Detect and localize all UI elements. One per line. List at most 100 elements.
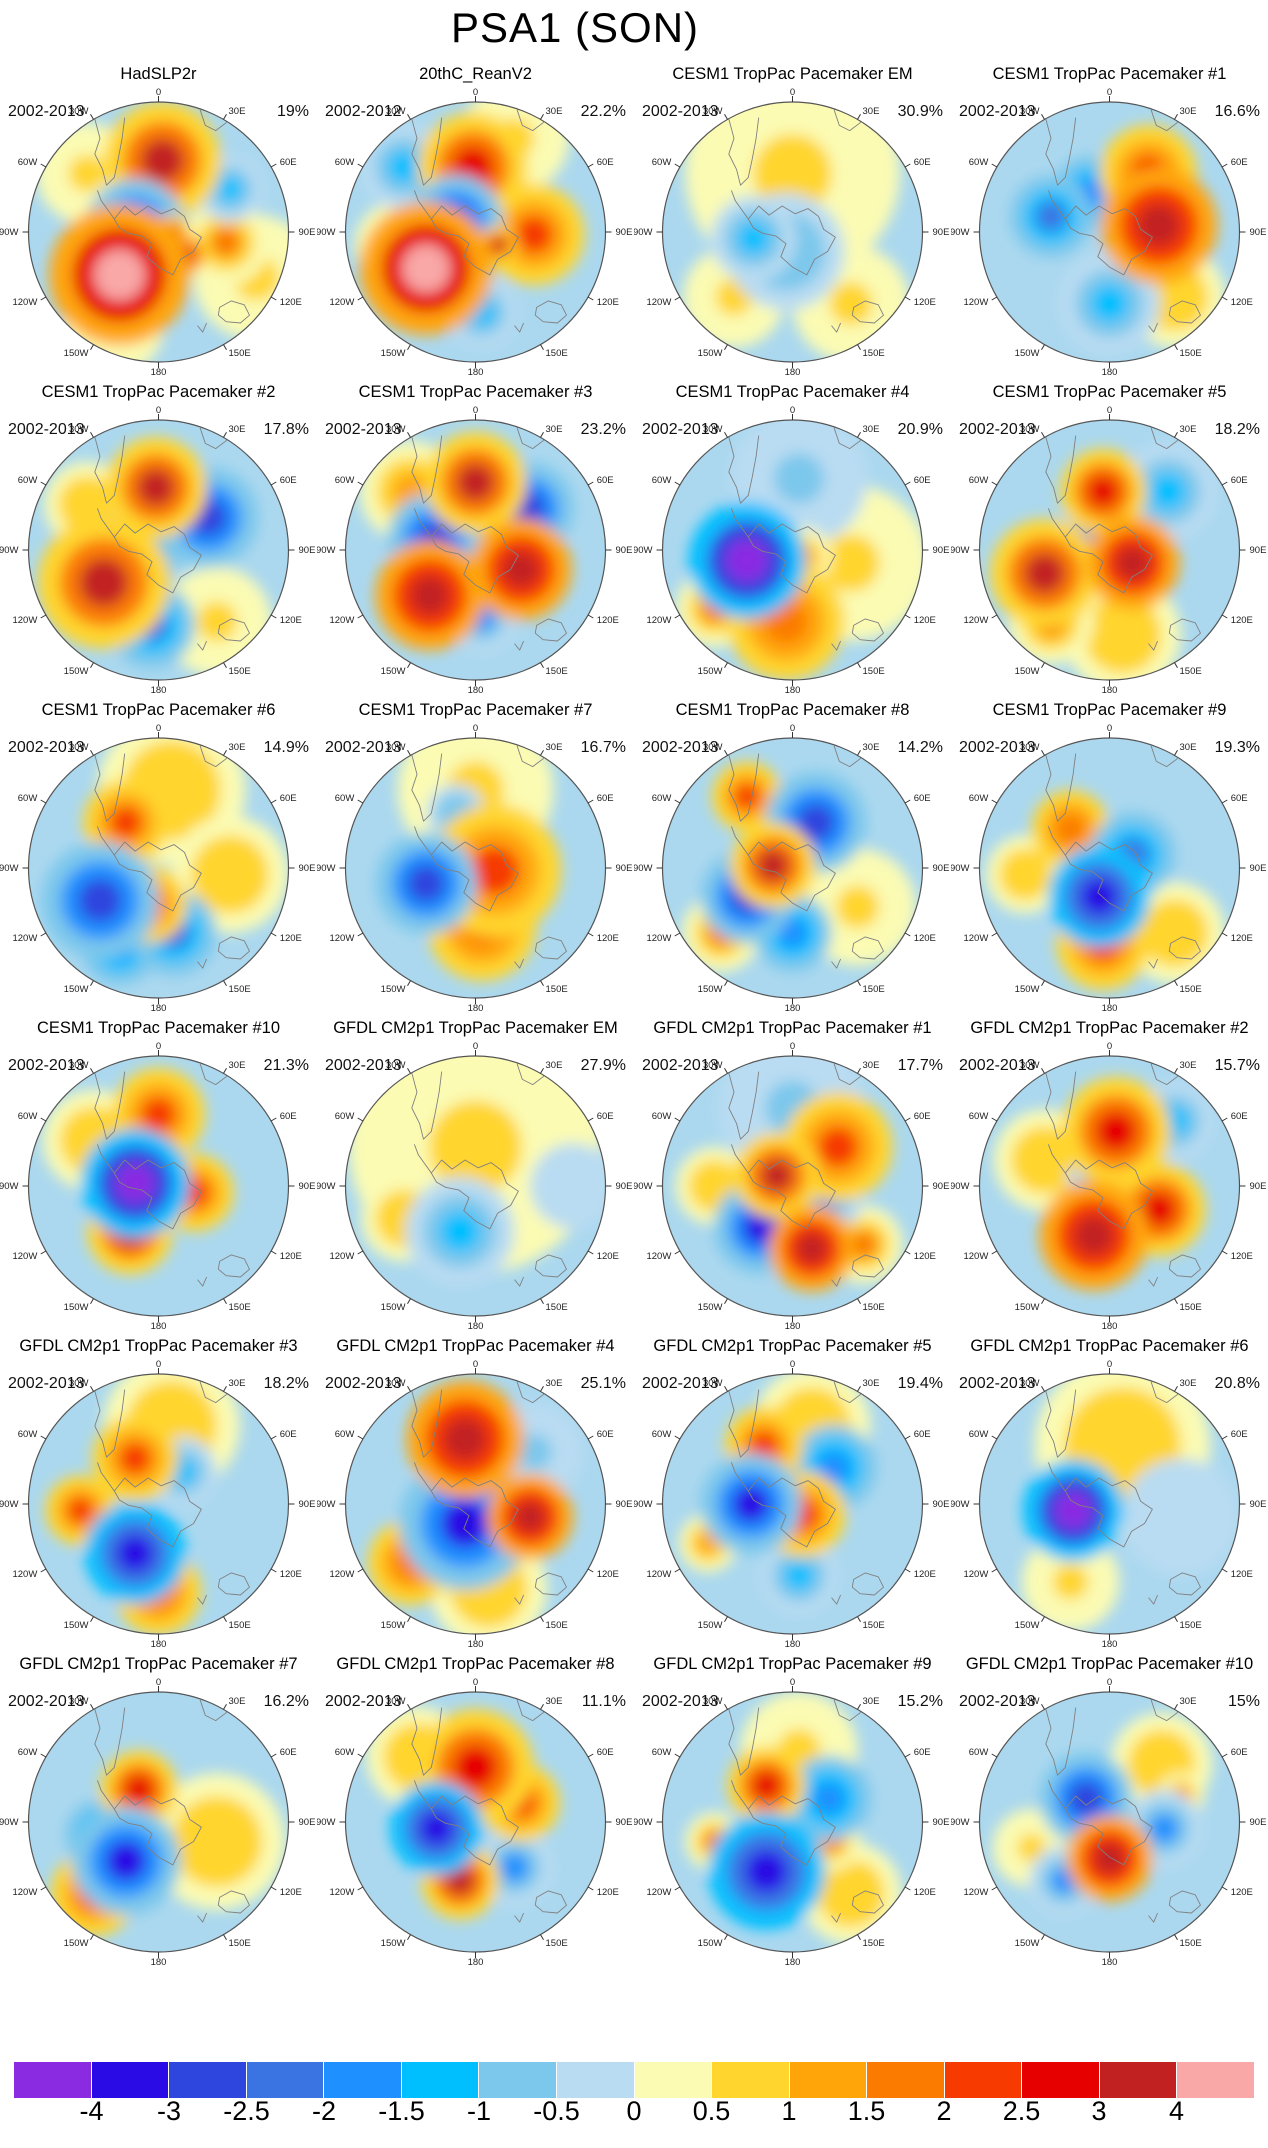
coastline-path: [1168, 1254, 1201, 1278]
panel-title: GFDL CM2p1 TropPac Pacemaker #1: [653, 1019, 932, 1037]
tick: [724, 1067, 728, 1074]
tick: [1041, 344, 1045, 351]
anomaly-field: [359, 431, 575, 653]
tick: [540, 113, 544, 120]
panel-title: GFDL CM2p1 TropPac Pacemaker #3: [19, 1337, 298, 1355]
coastline-path: [413, 190, 432, 220]
tick: [270, 1435, 277, 1440]
tick-marks: [22, 414, 295, 686]
anomaly-core: [71, 488, 103, 521]
longitude-label: 60E: [1231, 1429, 1248, 1440]
anomaly-field: [42, 1067, 234, 1275]
anomaly-core: [1155, 278, 1194, 316]
coastline-path: [1047, 826, 1066, 856]
coastline-path: [1168, 300, 1201, 324]
tick: [587, 1117, 594, 1122]
longitude-label: 150W: [698, 1302, 723, 1313]
coastline-path: [411, 435, 443, 504]
anomaly-core: [1150, 473, 1186, 510]
longitude-label: 30E: [546, 742, 563, 753]
tick: [674, 1886, 681, 1891]
longitude-label: 30W: [69, 1696, 89, 1707]
coastline-path: [831, 640, 842, 651]
longitude-label: 150W: [64, 1620, 89, 1631]
coastline-path: [413, 826, 432, 856]
map-clip-group: [979, 102, 1240, 362]
tick: [1221, 1117, 1228, 1122]
coastline-path: [1168, 936, 1201, 960]
longitude-label: 90E: [1250, 863, 1267, 874]
longitude-label: 90E: [933, 1817, 950, 1828]
anomaly-core: [124, 1775, 154, 1804]
longitude-label: 180: [1102, 1003, 1118, 1014]
tick: [674, 799, 681, 804]
tick: [857, 1616, 861, 1623]
panel-title: CESM1 TropPac Pacemaker EM: [672, 65, 913, 83]
longitude-label: 0: [1107, 87, 1112, 98]
anomaly-core: [849, 1230, 879, 1259]
coastline-path: [831, 958, 842, 969]
anomaly-core: [1073, 1215, 1114, 1256]
coastline-path: [197, 1912, 208, 1923]
colorbar-segment: [1022, 2062, 1099, 2098]
longitude-label: 60E: [1231, 1111, 1248, 1122]
longitude-label: 150W: [381, 348, 406, 359]
longitude-label: 0: [473, 1677, 478, 1688]
longitude-label: 180: [1102, 1639, 1118, 1650]
coastline-path: [197, 1276, 208, 1287]
anomaly-core: [208, 853, 252, 896]
longitude-label: 120E: [1231, 615, 1253, 626]
longitude-label: 90W: [0, 1499, 19, 1510]
tick: [724, 431, 728, 438]
longitude-label: 180: [785, 1003, 801, 1014]
coastline-path: [730, 1780, 749, 1810]
tick: [724, 980, 728, 987]
longitude-label: 150W: [381, 1302, 406, 1313]
longitude-label: 90W: [317, 1499, 336, 1510]
tick: [857, 344, 861, 351]
longitude-label: 0: [473, 723, 478, 734]
coastline-path: [1045, 1389, 1077, 1458]
anomaly-core: [813, 1782, 845, 1815]
longitude-label: 30E: [863, 1060, 880, 1071]
colorbar-segment: [1099, 2062, 1177, 2098]
longitude-label: 150E: [1180, 1620, 1202, 1631]
longitude-label: 90W: [951, 227, 970, 238]
map-plot: 0 30E 60E 90E 120E 150E 180 150W 120W 90W 60W 30W20…: [317, 723, 632, 1014]
map-panel: CESM1 TropPac Pacemaker EM 0 30E 60E 90E 120E…: [634, 62, 951, 380]
longitude-label: 120W: [12, 1569, 37, 1580]
longitude-label: 120E: [280, 615, 302, 626]
panel-variance-label: 21.3%: [264, 1057, 309, 1074]
tick: [223, 662, 227, 669]
tick: [1041, 1616, 1045, 1623]
coastline-path: [96, 1780, 115, 1810]
panel-period-label: 2002-2013: [8, 1057, 85, 1074]
coastline-path: [430, 205, 519, 276]
longitude-label: 0: [156, 405, 161, 416]
longitude-label: 150E: [863, 1938, 885, 1949]
longitude-label: 60W: [652, 1111, 672, 1122]
map-clip-group: [28, 102, 289, 362]
coastline-path: [1047, 1144, 1066, 1174]
coastline-path: [730, 1144, 749, 1174]
longitude-label: 150W: [1015, 1620, 1040, 1631]
map-panel: GFDL CM2p1 TropPac Pacemaker #2 0 30E 60E 90…: [951, 1016, 1268, 1334]
longitude-label: 30W: [1020, 106, 1040, 117]
panel-title: CESM1 TropPac Pacemaker #1: [992, 65, 1227, 83]
longitude-label: 60E: [914, 1111, 931, 1122]
longitude-label: 30W: [69, 742, 89, 753]
tick: [587, 1886, 594, 1891]
anomaly-core: [757, 849, 789, 882]
coastline-path: [411, 1389, 443, 1458]
tick: [674, 1117, 681, 1122]
map-clip-group: [662, 1374, 923, 1634]
longitude-label: 90E: [299, 1181, 316, 1192]
longitude-label: 60E: [280, 793, 297, 804]
panel-period-label: 2002-2013: [8, 103, 85, 120]
longitude-label: 150W: [64, 984, 89, 995]
tick: [357, 1435, 364, 1440]
longitude-label: 150W: [64, 666, 89, 677]
panel-period-label: 2002-2013: [8, 1375, 85, 1392]
longitude-label: 30E: [229, 742, 246, 753]
map-clip-group: [979, 1056, 1240, 1316]
